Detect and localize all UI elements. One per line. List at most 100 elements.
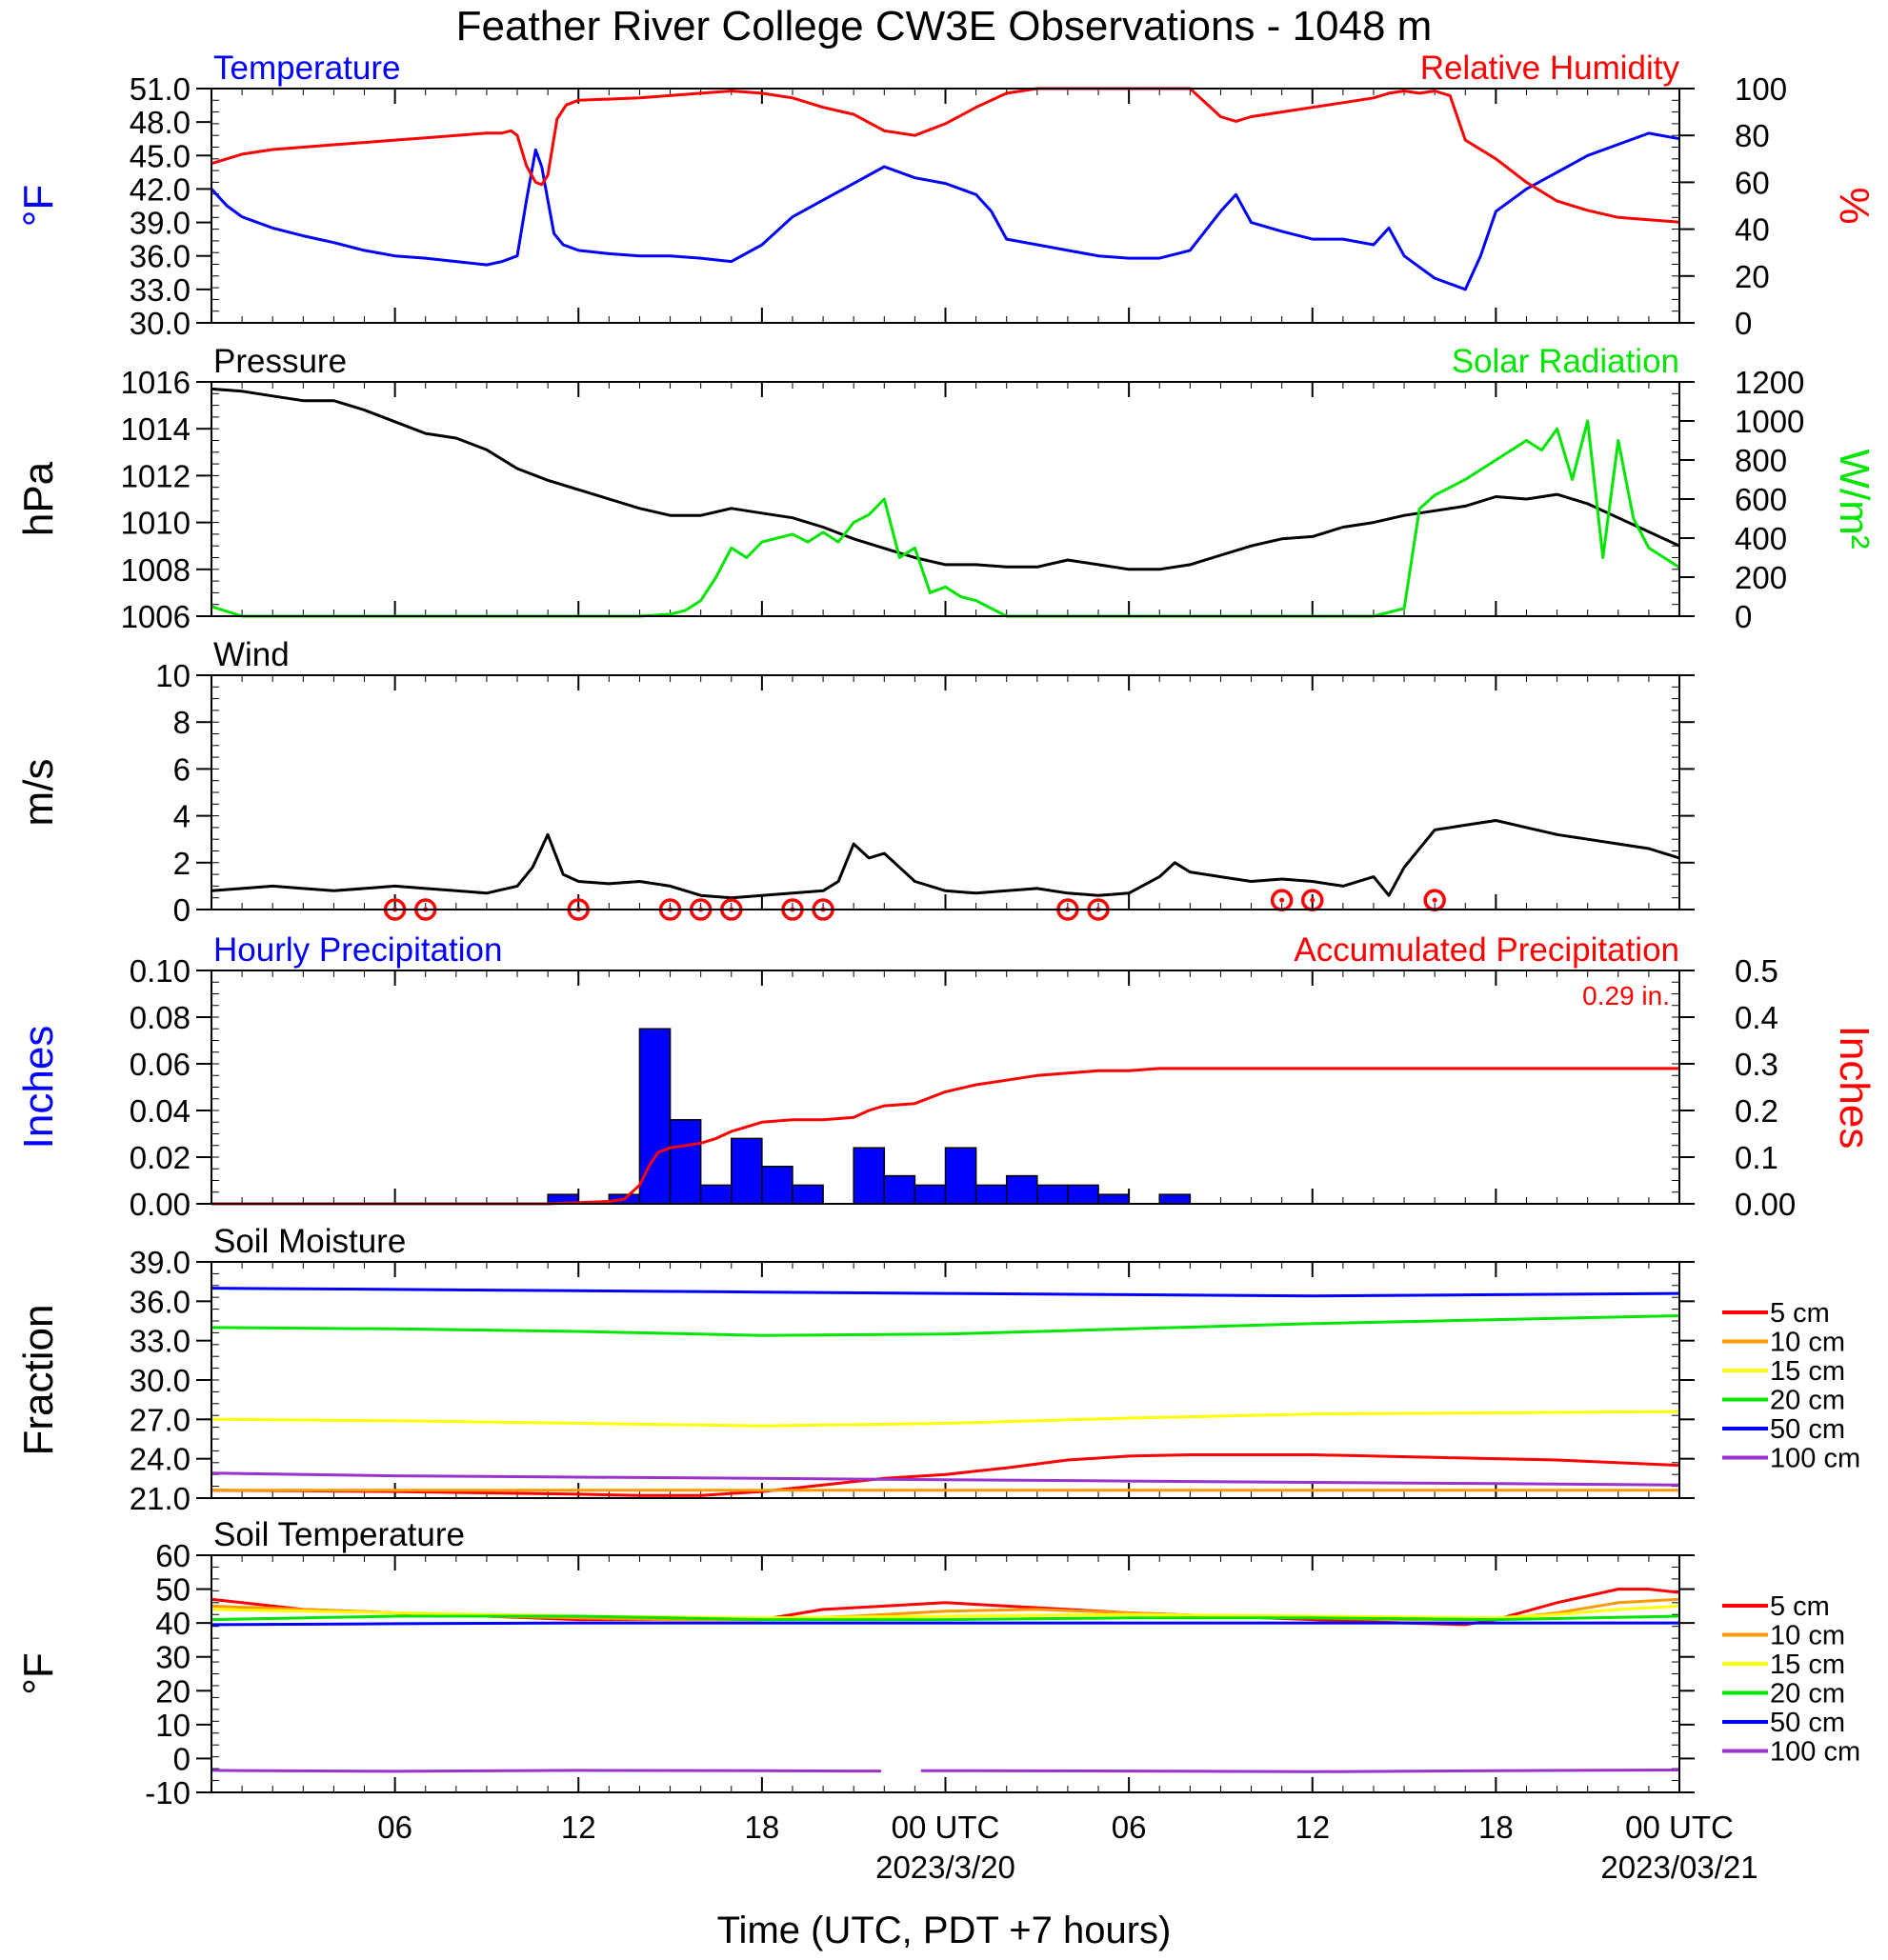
x-tick-label: 00 UTC (1625, 1810, 1734, 1845)
legend-label: 15 cm (1770, 1650, 1845, 1680)
x-tick-label: 12 (1295, 1810, 1330, 1845)
y-tick-label-left: 33.0 (130, 1324, 191, 1359)
x-tick-label: 06 (377, 1810, 412, 1845)
y-tick-label-left: 42.0 (130, 171, 191, 207)
x-tick-label: 18 (745, 1810, 780, 1845)
y-tick-label-left: 10 (155, 1708, 191, 1743)
y-tick-label-right: 0.2 (1735, 1093, 1778, 1129)
legend-label: 20 cm (1770, 1679, 1845, 1710)
series-line-solar-radiation (211, 419, 1680, 618)
y-tick-label-left: 1010 (121, 506, 191, 541)
y-axis-title-left: Fraction (15, 1305, 62, 1456)
y-tick-label-left: 21.0 (130, 1481, 191, 1516)
y-tick-label-left: 27.0 (130, 1402, 191, 1437)
precip-bar (699, 1184, 733, 1205)
x-tick-label: 12 (561, 1810, 596, 1845)
precip-bar (944, 1147, 977, 1205)
y-tick-label-left: 0.00 (130, 1187, 191, 1222)
y-tick-label-right: 100 (1735, 71, 1787, 107)
panel-label-left: Soil Temperature (213, 1516, 465, 1553)
y-tick-label-right: 0 (1735, 306, 1752, 341)
y-tick-label-left: 4 (173, 799, 191, 834)
y-tick-label-right: 800 (1735, 443, 1787, 478)
y-tick-label-left: 33.0 (130, 272, 191, 308)
y-tick-label-left: 51.0 (130, 71, 191, 107)
y-tick-label-right: 0 (1735, 599, 1752, 634)
panel-label-left: Temperature (213, 50, 400, 87)
panel-label-left: Hourly Precipitation (213, 931, 502, 969)
panel-label-left: Wind (213, 636, 290, 673)
y-axis-title-left: hPa (15, 461, 62, 536)
y-tick-label-right: 20 (1735, 259, 1770, 294)
y-tick-label-left: 2 (173, 846, 191, 881)
y-tick-label-left: 1012 (121, 458, 191, 493)
legend-label: 20 cm (1770, 1386, 1845, 1416)
legend-label: 100 cm (1770, 1737, 1860, 1768)
y-tick-label-left: 45.0 (130, 138, 191, 173)
legend-label: 5 cm (1770, 1591, 1830, 1622)
y-tick-label-right: 200 (1735, 560, 1787, 595)
y-tick-label-left: 30.0 (130, 306, 191, 341)
series-line-20-cm (211, 1314, 1680, 1337)
plot-frame (211, 88, 1680, 324)
y-tick-label-left: 30 (155, 1640, 191, 1675)
y-tick-label-left: 0.04 (130, 1093, 191, 1129)
x-tick-label: 18 (1478, 1810, 1514, 1845)
y-tick-label-left: 36.0 (130, 1284, 191, 1319)
y-tick-label-left: 39.0 (130, 1245, 191, 1280)
y-tick-label-right: 1000 (1735, 404, 1804, 439)
precip-bar (883, 1174, 916, 1205)
y-axis-title-left: °F (15, 185, 62, 227)
panel-label-left: Pressure (213, 343, 347, 380)
y-tick-label-left: 1016 (121, 365, 191, 400)
legend-label: 50 cm (1770, 1708, 1845, 1738)
y-tick-label-left: 48.0 (130, 105, 191, 140)
y-tick-label-left: 60 (155, 1538, 191, 1573)
series-line-relative-humidity (211, 87, 1680, 224)
x-tick-date-label: 2023/3/20 (875, 1850, 1015, 1885)
panels: 51.048.045.042.039.036.033.030.010080604… (15, 50, 1878, 1885)
x-tick-date-label: 2023/03/21 (1600, 1850, 1757, 1885)
y-tick-label-right: 0.4 (1735, 1000, 1778, 1035)
y-tick-label-left: 30.0 (130, 1363, 191, 1398)
plot-frame (211, 1261, 1680, 1499)
y-tick-label-left: 0.02 (130, 1140, 191, 1175)
x-tick-label: 00 UTC (892, 1810, 1000, 1845)
panel-5: 39.0 36.0 33.0 30.0 27.0 24.0 21.0 Soil Moistur… (15, 1223, 1860, 1516)
y-axis-title-right: W/m² (1831, 449, 1878, 549)
calm-wind-marker-dot (1279, 897, 1285, 903)
legend-label: 50 cm (1770, 1414, 1845, 1445)
calm-wind-marker-dot (1310, 897, 1316, 903)
y-tick-label-left: 36.0 (130, 239, 191, 274)
y-tick-label-right: 60 (1735, 165, 1770, 200)
precip-bar (1036, 1184, 1069, 1205)
panel-2: 1016 1014 1012 1010 1008 1006 1200 1000 800 600 40… (15, 343, 1878, 634)
y-tick-label-left: 8 (173, 705, 191, 740)
legend-label: 10 cm (1770, 1328, 1845, 1358)
y-tick-label-right: 40 (1735, 212, 1770, 248)
panel-label-right: Accumulated Precipitation (1294, 931, 1679, 969)
y-tick-label-left: 0.06 (130, 1047, 191, 1082)
series-line-pressure (211, 387, 1680, 571)
precip-bar (1005, 1174, 1038, 1205)
series-line-temperature (210, 131, 1680, 291)
y-axis-title-left: °F (15, 1652, 62, 1694)
panel-label-left: Soil Moisture (213, 1223, 406, 1260)
plot-frame (211, 381, 1680, 617)
y-tick-label-left: 0 (173, 1741, 191, 1776)
precip-bar (731, 1137, 763, 1205)
plot-frame (211, 1554, 1680, 1793)
series-line-50-cm (211, 1621, 1679, 1627)
y-tick-label-left: 20 (155, 1673, 191, 1709)
y-tick-label-left: 39.0 (130, 206, 191, 241)
y-axis-title-left: m/s (15, 759, 62, 827)
accumulated-total: 0.29 in. (1582, 981, 1670, 1010)
y-tick-label-right: 600 (1735, 482, 1787, 517)
series-line-15-cm (211, 1410, 1680, 1428)
y-tick-label-left: 0.10 (130, 953, 191, 989)
y-tick-label-right: 0.00 (1735, 1187, 1796, 1222)
y-tick-label-right: 400 (1735, 521, 1787, 556)
precip-bar (974, 1184, 1008, 1205)
plot-frame (211, 970, 1680, 1205)
